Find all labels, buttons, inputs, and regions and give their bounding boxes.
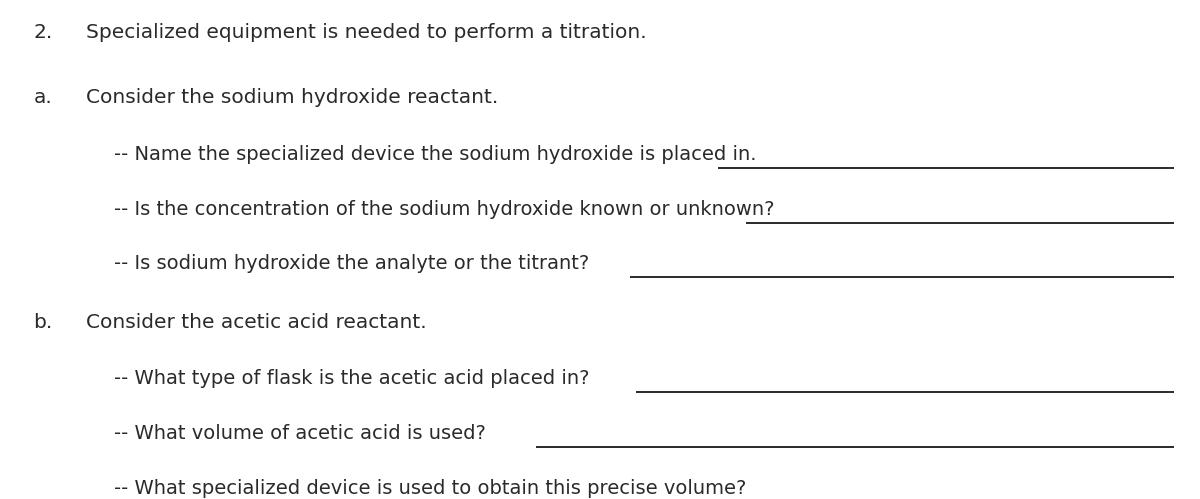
Text: Consider the sodium hydroxide reactant.: Consider the sodium hydroxide reactant. xyxy=(86,88,499,107)
Text: Specialized equipment is needed to perform a titration.: Specialized equipment is needed to perfo… xyxy=(86,23,647,42)
Text: -- What type of flask is the acetic acid placed in?: -- What type of flask is the acetic acid… xyxy=(114,369,589,388)
Text: -- Name the specialized device the sodium hydroxide is placed in.: -- Name the specialized device the sodiu… xyxy=(114,145,756,164)
Text: 2.: 2. xyxy=(34,23,53,42)
Text: -- What volume of acetic acid is used?: -- What volume of acetic acid is used? xyxy=(114,424,486,443)
Text: -- Is sodium hydroxide the analyte or the titrant?: -- Is sodium hydroxide the analyte or th… xyxy=(114,254,589,273)
Text: -- What specialized device is used to obtain this precise volume?: -- What specialized device is used to ob… xyxy=(114,479,746,498)
Text: -- Is the concentration of the sodium hydroxide known or unknown?: -- Is the concentration of the sodium hy… xyxy=(114,200,774,219)
Text: a.: a. xyxy=(34,88,53,107)
Text: Consider the acetic acid reactant.: Consider the acetic acid reactant. xyxy=(86,313,427,332)
Text: b.: b. xyxy=(34,313,53,332)
